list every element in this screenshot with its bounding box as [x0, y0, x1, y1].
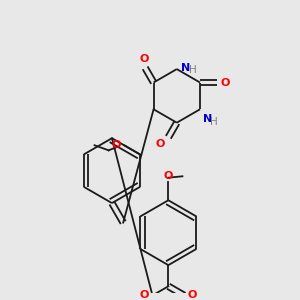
Text: N: N [203, 114, 213, 124]
Text: O: O [140, 290, 149, 300]
Text: H: H [210, 117, 218, 127]
Text: O: O [139, 55, 148, 64]
Text: N: N [181, 63, 190, 73]
Text: H: H [189, 65, 196, 75]
Text: O: O [188, 290, 197, 300]
Text: O: O [221, 77, 230, 88]
Text: O: O [112, 140, 121, 150]
Text: O: O [155, 139, 164, 149]
Text: O: O [164, 170, 173, 181]
